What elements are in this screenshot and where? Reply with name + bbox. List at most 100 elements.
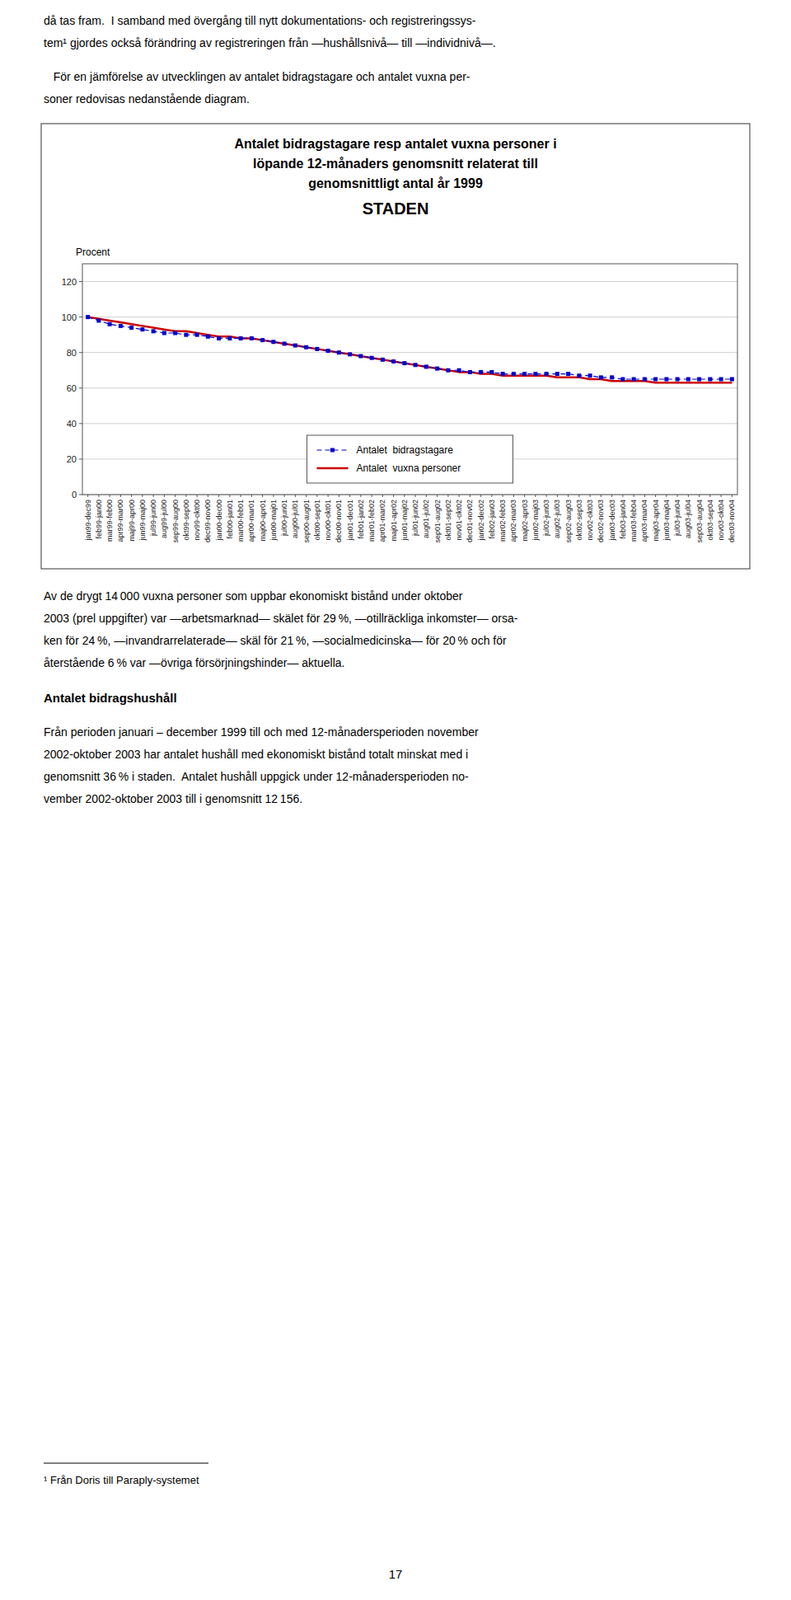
y-tick-label: 80: [66, 347, 77, 358]
series-marker: [424, 364, 429, 369]
legend: Antalet bidragstagareAntalet vuxna perso…: [307, 435, 514, 483]
chart-title: Antalet bidragstagare resp antalet vuxna…: [234, 136, 557, 191]
x-tick: [207, 494, 209, 497]
x-tick: [349, 494, 351, 497]
x-tick-label: jul03-jun04: [673, 499, 682, 537]
x-tick: [436, 494, 438, 497]
x-tick: [709, 494, 711, 497]
series-marker: [336, 350, 342, 355]
x-tick-label: dec03-nov04: [727, 499, 736, 543]
x-tick: [491, 494, 492, 497]
x-tick-label: okt99-sep00: [182, 499, 191, 541]
series-marker: [522, 371, 527, 376]
x-tick-label: okt03-sep04: [706, 499, 715, 541]
series-line: [88, 317, 733, 384]
x-tick: [513, 494, 515, 497]
series-marker: [85, 314, 90, 319]
chart-title-line: Antalet bidragstagare resp antalet vuxna…: [234, 136, 557, 151]
x-tick-label: mar00-feb01: [236, 499, 245, 542]
y-tick: [79, 387, 83, 389]
series-marker: [402, 360, 407, 366]
x-tick: [415, 494, 417, 497]
x-tick-label: jul99-jun00: [149, 499, 158, 537]
series-marker: [107, 322, 113, 327]
x-tick: [294, 494, 296, 497]
x-tick: [665, 494, 667, 497]
grid: [82, 281, 738, 495]
x-tick: [425, 494, 427, 497]
grid-line: [82, 351, 738, 353]
series-marker: [140, 327, 145, 332]
chart-frame: [41, 123, 750, 569]
x-tick-label: sep99-aug00: [171, 499, 180, 543]
x-tick: [633, 494, 635, 497]
x-tick-label: maj03-apr04: [651, 499, 660, 542]
x-tick-label: nov03-okt04: [716, 499, 726, 541]
x-tick: [677, 494, 679, 497]
series-marker: [588, 373, 593, 378]
x-tick: [611, 494, 613, 497]
x-tick-label: sep00-aug01: [302, 499, 311, 543]
series-marker: [271, 339, 276, 344]
x-tick: [720, 494, 722, 497]
x-tick-label: jan99-dec99: [84, 499, 93, 542]
y-tick-label: 40: [66, 418, 77, 429]
series-marker: [609, 374, 614, 380]
x-tick-label: jun02-maj03: [531, 499, 540, 542]
series-marker: [162, 331, 167, 336]
series-marker: [216, 336, 221, 341]
series-marker: [369, 355, 375, 361]
chart-subtitle: STADEN: [362, 199, 430, 218]
series-marker: [282, 341, 287, 346]
y-tick: [79, 280, 83, 282]
x-tick: [567, 494, 569, 497]
series-marker: [686, 377, 691, 382]
series-marker: [358, 354, 363, 359]
x-tick: [469, 494, 471, 497]
x-tick-label: nov00-okt01: [323, 499, 333, 541]
x-tick-label: dec01-nov02: [465, 499, 474, 543]
y-tick-label: 100: [61, 312, 77, 323]
x-tick-label: apr03-mar04: [640, 499, 649, 543]
series-marker: [435, 366, 440, 371]
x-tick: [382, 494, 384, 497]
grid-line: [82, 280, 738, 282]
x-tick: [284, 494, 286, 497]
x-tick-label: aug99-jul00: [159, 499, 169, 539]
x-tick: [251, 494, 253, 497]
x-tick-label: jan03-dec03: [608, 499, 617, 542]
x-tick: [502, 494, 504, 497]
x-tick-label: aug01-jul02: [421, 499, 431, 539]
x-tick: [272, 494, 274, 497]
series-marker: [599, 374, 604, 380]
x-tick-label: jun00-maj01: [269, 499, 278, 542]
x-tick-label: apr00-mar01: [247, 499, 256, 543]
y-tick-label: 20: [66, 454, 77, 464]
series-marker: [347, 351, 352, 356]
x-tick: [185, 494, 187, 497]
series-marker: [719, 377, 724, 382]
x-tick-label: jul02-jun03: [542, 499, 551, 537]
section-heading: Antalet bidragshushåll: [43, 690, 178, 705]
x-tick-label: jun03-maj04: [662, 499, 671, 542]
x-tick-label: feb01-jan02: [356, 499, 366, 539]
x-tick-label: feb03-jan04: [618, 499, 628, 539]
body-text: Av de drygt 14 000 vuxna personer som up…: [43, 589, 464, 603]
y-tick-label: 60: [66, 383, 77, 394]
series-marker: [314, 346, 319, 352]
x-tick: [360, 494, 361, 497]
x-tick-label: jul01-jun02: [411, 499, 420, 537]
body-text: 2003 (prel uppgifter) var ―arbetsmarknad…: [43, 611, 519, 625]
series-marker: [620, 377, 625, 382]
x-tick: [688, 494, 689, 497]
x-tick-label: apr01-mar02: [378, 499, 387, 543]
series-marker: [304, 345, 309, 350]
legend-label: Antalet vuxna personer: [356, 462, 462, 474]
series-marker: [227, 336, 232, 341]
x-tick: [480, 494, 482, 497]
x-tick-label: jul00-jun01: [280, 499, 289, 537]
series-marker: [118, 323, 123, 328]
x-tick: [163, 494, 165, 497]
footnote-rule: [43, 1462, 209, 1464]
x-tick-label: jun01-maj02: [400, 499, 409, 542]
